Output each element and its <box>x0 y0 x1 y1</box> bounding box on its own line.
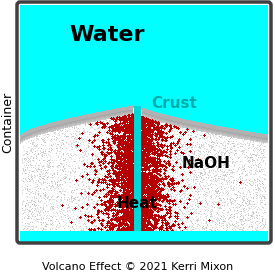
Text: Container: Container <box>1 92 15 153</box>
Text: Crust: Crust <box>151 95 197 111</box>
Bar <box>20 231 268 243</box>
Text: Heat: Heat <box>117 197 157 211</box>
Text: Water: Water <box>69 25 145 45</box>
Text: NaOH: NaOH <box>182 155 230 170</box>
Text: Volcano Effect © 2021 Kerri Mixon: Volcano Effect © 2021 Kerri Mixon <box>42 262 233 272</box>
